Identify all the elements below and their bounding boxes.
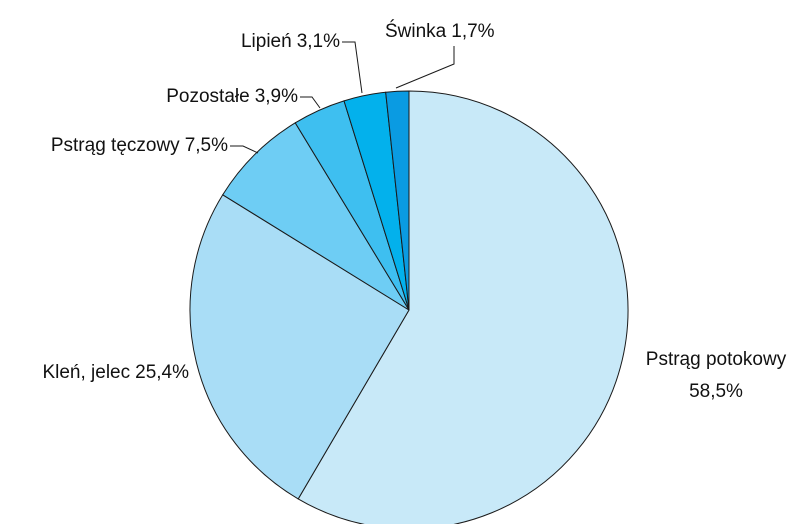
slice-value: 3,1% (297, 31, 340, 52)
pie-slice (189, 194, 410, 500)
pie-slice (297, 90, 629, 524)
slice-name: Kleń, jelec (42, 362, 130, 383)
slice-name: Świnka (385, 20, 447, 42)
slice-label: Pstrąg potokowy (646, 349, 787, 370)
slice-value: 3,9% (255, 86, 298, 107)
slice-name: Pstrąg tęczowy (51, 135, 180, 156)
slice-label: Pozostałe 3,9% (166, 86, 298, 107)
leader-line (230, 145, 259, 154)
slice-value: 25,4% (135, 362, 189, 383)
leader-line (300, 96, 321, 109)
slice-name: Lipień (241, 31, 292, 52)
slice-value: 7,5% (185, 135, 228, 156)
leader-line (395, 46, 455, 89)
slice-value: 58,5% (689, 381, 743, 402)
pie-slice (385, 90, 410, 311)
slice-label: Świnka 1,7% (385, 20, 495, 42)
slice-value: 1,7% (451, 21, 494, 42)
pie-slice (222, 122, 410, 311)
slice-name: Pozostałe (166, 86, 249, 107)
slice-label: Pstrąg tęczowy 7,5% (51, 135, 228, 156)
leader-line (342, 41, 363, 94)
slice-label: Lipień 3,1% (241, 31, 340, 52)
slice-label: Kleń, jelec 25,4% (42, 362, 189, 383)
